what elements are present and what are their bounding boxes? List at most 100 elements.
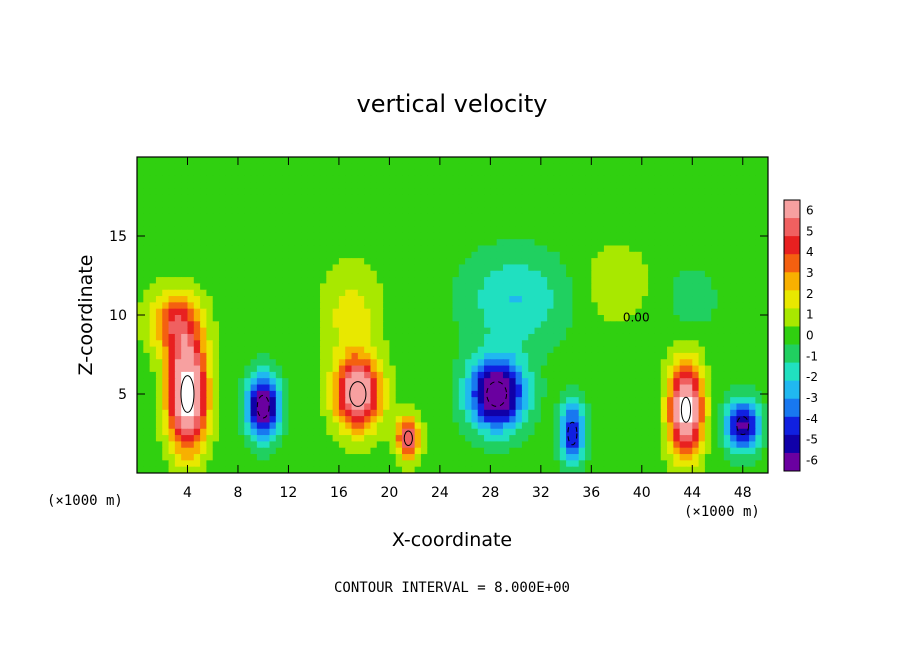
field-cell [704, 258, 712, 266]
field-cell [206, 201, 214, 209]
field-cell [509, 251, 517, 259]
field-cell [206, 333, 214, 341]
field-cell [294, 194, 302, 202]
field-cell [635, 333, 643, 341]
field-cell [648, 175, 656, 183]
field-cell [231, 359, 239, 367]
field-cell [162, 226, 170, 234]
field-cell [231, 188, 239, 196]
field-cell [206, 270, 214, 278]
field-cell [502, 428, 510, 436]
field-cell [187, 220, 195, 228]
field-cell [673, 340, 681, 348]
field-cell [496, 390, 504, 398]
field-cell [704, 264, 712, 272]
field-cell [307, 163, 315, 171]
field-cell [395, 232, 403, 240]
field-cell [685, 283, 693, 291]
field-cell [534, 340, 542, 348]
field-cell [174, 352, 182, 360]
field-cell [553, 435, 561, 442]
field-cell [723, 182, 731, 190]
field-cell [641, 333, 649, 341]
field-cell [578, 251, 586, 259]
field-cell [629, 466, 637, 473]
field-cell [679, 409, 687, 417]
field-cell [402, 390, 409, 398]
field-cell [641, 327, 649, 335]
field-cell [730, 207, 738, 215]
field-cell [345, 441, 353, 449]
field-cell [370, 213, 378, 221]
field-cell [319, 447, 327, 455]
field-cell [332, 220, 340, 228]
field-cell [168, 302, 176, 310]
field-cell [370, 251, 378, 259]
field-cell [528, 352, 536, 360]
field-cell [244, 346, 252, 354]
field-cell [383, 365, 390, 373]
field-cell [219, 397, 226, 405]
field-cell [698, 352, 706, 360]
field-cell [427, 435, 435, 442]
field-cell [168, 169, 176, 177]
field-cell [149, 346, 157, 354]
field-cell [364, 264, 372, 272]
field-cell [755, 213, 763, 221]
field-cell [427, 416, 435, 424]
field-cell [452, 371, 460, 379]
field-cell [301, 422, 308, 430]
field-cell [698, 308, 706, 316]
field-cell [433, 327, 441, 335]
field-cell [244, 327, 252, 335]
field-cell [711, 460, 719, 468]
field-cell [237, 270, 245, 278]
field-cell [263, 397, 271, 405]
field-cell [578, 371, 586, 379]
field-cell [420, 232, 428, 240]
field-cell [206, 371, 214, 379]
field-cell [408, 169, 416, 177]
field-cell [402, 409, 409, 417]
field-cell [244, 296, 252, 303]
field-cell [711, 346, 719, 354]
field-cell [641, 340, 649, 348]
field-cell [313, 188, 321, 196]
field-cell [326, 340, 334, 348]
field-cell [345, 390, 353, 398]
field-cell [755, 441, 763, 449]
field-cell [736, 454, 744, 461]
field-cell [364, 365, 372, 373]
field-cell [200, 239, 208, 247]
field-cell [174, 157, 182, 164]
field-cell [433, 466, 441, 473]
field-cell [591, 365, 599, 373]
field-cell [648, 365, 656, 373]
field-cell [338, 371, 346, 379]
field-cell [181, 308, 189, 316]
field-cell [395, 390, 403, 398]
field-cell [376, 422, 384, 430]
field-cell [332, 397, 340, 405]
field-cell [553, 390, 561, 398]
field-cell [244, 213, 252, 221]
field-cell [755, 264, 763, 272]
field-cell [420, 422, 428, 430]
field-cell [162, 428, 170, 436]
field-cell [452, 302, 460, 310]
field-cell [408, 390, 416, 398]
field-cell [711, 201, 719, 209]
field-cell [427, 283, 435, 291]
field-cell [244, 447, 252, 455]
field-cell [723, 213, 731, 221]
field-cell [749, 447, 756, 455]
field-cell [250, 359, 258, 367]
field-cell [143, 352, 151, 360]
field-cell [597, 321, 605, 329]
field-cell [155, 441, 163, 449]
field-cell [231, 277, 239, 284]
field-cell [540, 277, 548, 284]
field-cell [559, 194, 567, 202]
field-cell [313, 182, 321, 190]
field-cell [736, 333, 744, 341]
